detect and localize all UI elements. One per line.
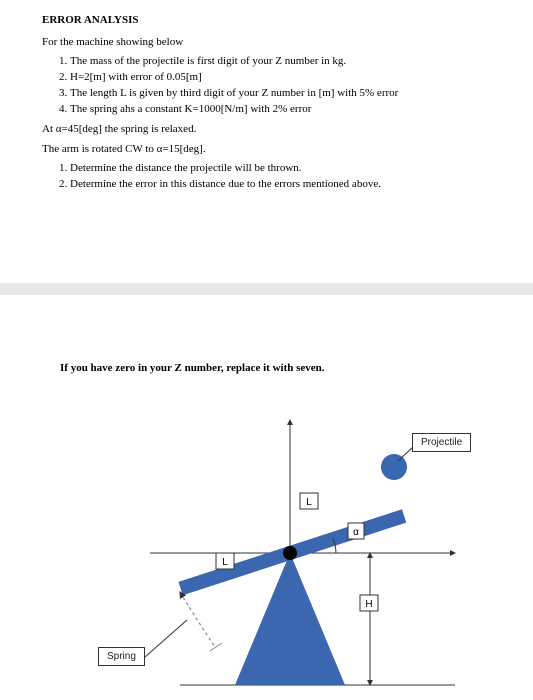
- paragraph: At α=45[deg] the spring is relaxed.: [42, 122, 493, 137]
- machine-diagram: L L α H Projectile Spring: [60, 415, 480, 695]
- intro-text: For the machine showing below: [42, 36, 493, 48]
- task-item: Determine the error in this distance due…: [70, 177, 493, 192]
- svg-text:α: α: [353, 527, 359, 538]
- task-item: Determine the distance the projectile wi…: [70, 161, 493, 176]
- svg-text:H: H: [365, 599, 372, 610]
- paragraph: The arm is rotated CW to α=15[deg].: [42, 142, 493, 157]
- spring-label: Spring: [98, 647, 145, 666]
- given-item: The spring ahs a constant K=1000[N/m] wi…: [70, 102, 493, 117]
- given-list: The mass of the projectile is first digi…: [70, 54, 493, 116]
- svg-text:L: L: [306, 497, 312, 508]
- separator-bar: [0, 283, 533, 295]
- task-list: Determine the distance the projectile wi…: [70, 161, 493, 192]
- projectile-label: Projectile: [412, 433, 471, 452]
- given-item: The mass of the projectile is first digi…: [70, 54, 493, 69]
- given-item: The length L is given by third digit of …: [70, 86, 493, 101]
- note-text: If you have zero in your Z number, repla…: [60, 362, 325, 374]
- given-item: H=2[m] with error of 0.05[m]: [70, 70, 493, 85]
- title: ERROR ANALYSIS: [42, 14, 493, 26]
- svg-text:L: L: [222, 557, 228, 568]
